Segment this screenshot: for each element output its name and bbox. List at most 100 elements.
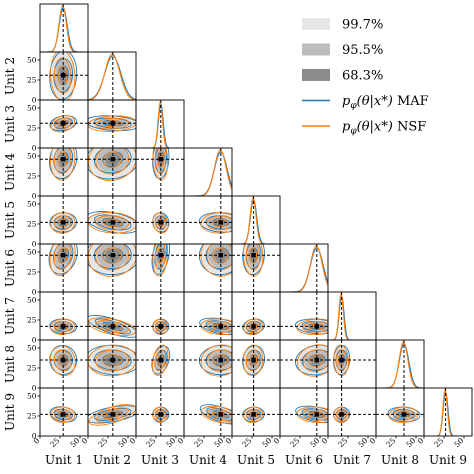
y-tick-label: 0 xyxy=(32,144,37,153)
nsf-contour-2 xyxy=(103,410,122,420)
panel-5-4 xyxy=(231,243,281,293)
panel-8-3: 0 25 50 xyxy=(176,387,233,449)
panel-frame xyxy=(375,339,425,389)
panel-7-2 xyxy=(135,339,185,389)
panel-frame xyxy=(423,387,473,437)
x-tick-label: 25 xyxy=(384,436,397,449)
panel-6-4 xyxy=(231,291,281,341)
truth-point xyxy=(110,253,115,258)
x-axis-label-8: Unit 8 xyxy=(381,453,419,467)
nsf-contour-2 xyxy=(249,247,258,264)
y-tick-label: 50 xyxy=(27,56,37,65)
truth-point xyxy=(251,253,256,258)
truth-point xyxy=(339,412,344,417)
x-tick-label: 50 xyxy=(452,436,465,449)
nsf-contour-1 xyxy=(246,321,261,333)
nsf-contour-1 xyxy=(95,148,130,175)
panel-0-0 xyxy=(39,3,89,53)
y-tick-label: 50 xyxy=(27,152,37,161)
y-tick-label: 25 xyxy=(27,76,37,85)
nsf-contour-1 xyxy=(206,320,232,333)
panel-1-1 xyxy=(87,51,137,101)
x-tick-label: 0 xyxy=(416,436,426,446)
nsf-marginal-2 xyxy=(136,101,184,148)
x-axis-label-6: Unit 6 xyxy=(285,453,323,467)
y-tick-label: 25 xyxy=(27,316,37,325)
nsf-contour-0 xyxy=(200,405,232,424)
nsf-contour-2 xyxy=(308,411,325,419)
maf-marginal-6 xyxy=(328,294,376,340)
y-tick-label: 50 xyxy=(27,104,37,113)
legend-label-0: 99.7% xyxy=(342,18,383,33)
nsf-contour-1 xyxy=(95,215,130,231)
panel-6-5 xyxy=(279,291,329,341)
truth-point xyxy=(110,157,115,162)
panel-7-5 xyxy=(279,339,329,389)
nsf-contour-0 xyxy=(49,244,76,277)
panel-6-2 xyxy=(135,291,185,341)
truth-point xyxy=(158,324,163,329)
y-tick-label: 25 xyxy=(27,220,37,229)
x-tick-label: 25 xyxy=(192,436,205,449)
y-tick-label: 0 xyxy=(32,384,37,393)
nsf-contour-1 xyxy=(206,349,232,372)
panel-5-0: 0 25 50 xyxy=(27,243,89,297)
y-tick-label: 25 xyxy=(27,172,37,181)
y-tick-label: 50 xyxy=(27,392,37,401)
panel-3-1 xyxy=(87,147,137,197)
panel-2-0: 0 25 50 xyxy=(27,99,89,153)
x-tick-label: 25 xyxy=(336,436,349,449)
nsf-contour-1 xyxy=(206,215,232,231)
maf-contour-1 xyxy=(94,148,132,174)
nsf-contour-0 xyxy=(49,344,76,377)
x-tick-label: 50 xyxy=(260,436,273,449)
nsf-marginal-6 xyxy=(328,293,376,340)
panel-7-4 xyxy=(231,339,281,389)
nsf-contour-1 xyxy=(53,349,72,372)
truth-point xyxy=(61,412,66,417)
nsf-contour-0 xyxy=(50,52,76,100)
nsf-contour-0 xyxy=(50,212,76,234)
truth-point xyxy=(110,220,115,225)
y-axis-label-2: Unit 2 xyxy=(3,57,17,95)
nsf-contour-1 xyxy=(154,244,166,271)
truth-point xyxy=(251,324,256,329)
y-tick-label: 0 xyxy=(32,192,37,201)
nsf-marginal-4 xyxy=(232,197,280,244)
nsf-contour-1 xyxy=(206,244,232,271)
panel-8-5: 0 25 50 xyxy=(272,387,329,449)
truth-point xyxy=(158,253,163,258)
nsf-contour-2 xyxy=(212,247,229,264)
truth-point xyxy=(110,412,115,417)
panel-2-1 xyxy=(87,99,137,149)
nsf-contour-2 xyxy=(57,151,68,168)
maf-contour-1 xyxy=(93,244,132,270)
truth-point xyxy=(218,324,223,329)
truth-point xyxy=(61,157,66,162)
maf-contour-1 xyxy=(205,244,232,270)
panel-8-7: 0 25 50 xyxy=(368,387,425,449)
nsf-contour-1 xyxy=(95,244,130,271)
panel-1-0: 0 25 50 xyxy=(27,51,89,105)
x-tick-label: 25 xyxy=(288,436,301,449)
nsf-contour-0 xyxy=(50,406,76,423)
maf-marginal-5 xyxy=(280,247,328,292)
x-tick-label: 50 xyxy=(356,436,369,449)
truth-point xyxy=(61,253,66,258)
maf-marginal-0 xyxy=(40,7,88,52)
y-tick-label: 25 xyxy=(27,412,37,421)
panel-8-8: 0 25 50 xyxy=(416,387,473,449)
nsf-contour-2 xyxy=(57,247,68,264)
truth-point xyxy=(218,412,223,417)
nsf-contour-0 xyxy=(152,212,169,234)
x-tick-label: 50 xyxy=(68,436,81,449)
y-axis-label-5: Unit 5 xyxy=(3,201,17,239)
nsf-marginal-8 xyxy=(424,389,472,436)
nsf-contour-1 xyxy=(95,407,129,423)
truth-point xyxy=(251,357,256,363)
truth-point xyxy=(61,220,66,225)
panel-3-2 xyxy=(135,147,185,197)
nsf-contour-2 xyxy=(212,354,229,367)
truth-point xyxy=(158,412,163,417)
truth-point xyxy=(158,220,163,225)
